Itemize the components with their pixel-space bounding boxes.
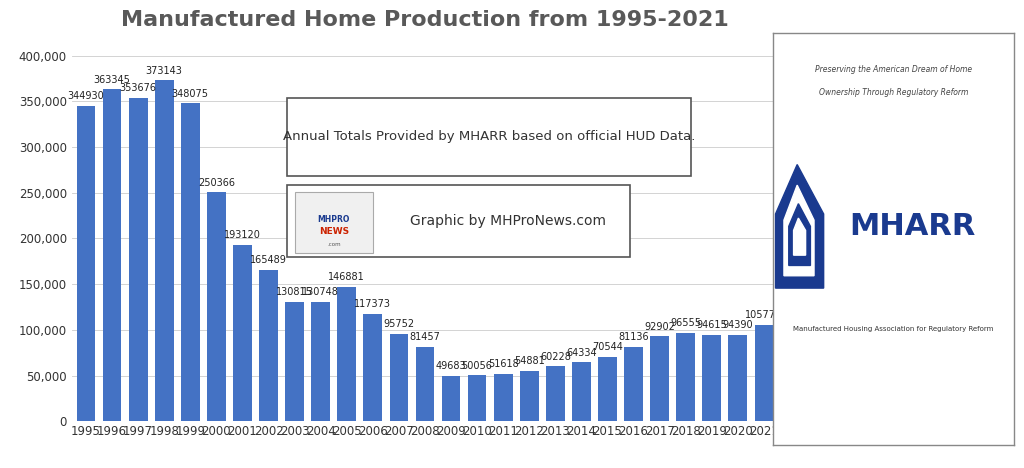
Text: MHPRO: MHPRO bbox=[317, 215, 350, 225]
Text: 81457: 81457 bbox=[410, 332, 440, 342]
Bar bbox=[520, 371, 539, 421]
Bar bbox=[155, 80, 174, 421]
Bar bbox=[364, 314, 382, 421]
Text: 92902: 92902 bbox=[644, 322, 675, 332]
Text: 165489: 165489 bbox=[250, 256, 287, 265]
Bar bbox=[728, 335, 748, 421]
Text: 353676: 353676 bbox=[120, 83, 157, 94]
Text: 95752: 95752 bbox=[383, 319, 415, 329]
Text: 64334: 64334 bbox=[566, 348, 597, 358]
Text: 81136: 81136 bbox=[618, 332, 649, 343]
Bar bbox=[546, 366, 564, 421]
Text: 344930: 344930 bbox=[68, 91, 104, 102]
Text: .com: .com bbox=[327, 242, 341, 247]
Text: 250366: 250366 bbox=[198, 178, 234, 188]
Bar bbox=[755, 324, 773, 421]
Text: 50056: 50056 bbox=[462, 361, 493, 371]
Text: 49683: 49683 bbox=[436, 361, 466, 371]
Bar bbox=[625, 347, 643, 421]
Text: 60228: 60228 bbox=[540, 351, 570, 362]
Text: 348075: 348075 bbox=[172, 88, 209, 99]
Text: Annual Totals Provided by MHARR based on official HUD Data.: Annual Totals Provided by MHARR based on… bbox=[283, 131, 695, 143]
Bar bbox=[416, 347, 434, 421]
Text: 373143: 373143 bbox=[145, 66, 182, 76]
Polygon shape bbox=[784, 185, 814, 276]
Text: NEWS: NEWS bbox=[318, 227, 349, 236]
Text: 105772: 105772 bbox=[745, 310, 782, 320]
Text: Graphic by MHProNews.com: Graphic by MHProNews.com bbox=[410, 214, 606, 228]
Bar bbox=[494, 374, 513, 421]
Bar bbox=[286, 302, 304, 421]
Text: 130748: 130748 bbox=[302, 287, 339, 297]
Bar bbox=[233, 245, 252, 421]
Text: 363345: 363345 bbox=[93, 74, 130, 85]
Bar bbox=[102, 89, 122, 421]
Bar bbox=[572, 362, 591, 421]
Bar bbox=[337, 287, 356, 421]
Bar bbox=[129, 98, 147, 421]
Text: 51618: 51618 bbox=[487, 359, 518, 369]
Bar bbox=[77, 106, 95, 421]
Bar bbox=[207, 192, 225, 421]
Bar bbox=[598, 357, 616, 421]
Bar bbox=[181, 103, 200, 421]
Text: 94615: 94615 bbox=[696, 320, 727, 330]
Text: 193120: 193120 bbox=[224, 230, 261, 240]
Text: Ownership Through Regulatory Reform: Ownership Through Regulatory Reform bbox=[819, 88, 968, 97]
Text: 70544: 70544 bbox=[592, 342, 623, 352]
Text: 54881: 54881 bbox=[514, 357, 545, 366]
Text: Preserving the American Dream of Home: Preserving the American Dream of Home bbox=[815, 66, 972, 74]
Bar bbox=[311, 302, 330, 421]
Bar bbox=[389, 334, 409, 421]
Title: Manufactured Home Production from 1995-2021: Manufactured Home Production from 1995-2… bbox=[121, 10, 729, 30]
Text: 117373: 117373 bbox=[354, 300, 391, 309]
Bar bbox=[702, 335, 721, 421]
Text: MHARR: MHARR bbox=[850, 212, 976, 241]
Polygon shape bbox=[794, 218, 806, 255]
Bar bbox=[259, 270, 278, 421]
Polygon shape bbox=[775, 165, 823, 288]
Text: 94390: 94390 bbox=[723, 321, 753, 330]
Text: 96555: 96555 bbox=[670, 318, 701, 329]
Text: 130815: 130815 bbox=[276, 287, 313, 297]
Polygon shape bbox=[788, 204, 810, 265]
Bar bbox=[441, 376, 461, 421]
Bar bbox=[676, 333, 695, 421]
Text: 146881: 146881 bbox=[329, 272, 366, 282]
Bar bbox=[468, 375, 486, 421]
Text: Manufactured Housing Association for Regulatory Reform: Manufactured Housing Association for Reg… bbox=[794, 326, 993, 332]
Bar bbox=[650, 336, 669, 421]
